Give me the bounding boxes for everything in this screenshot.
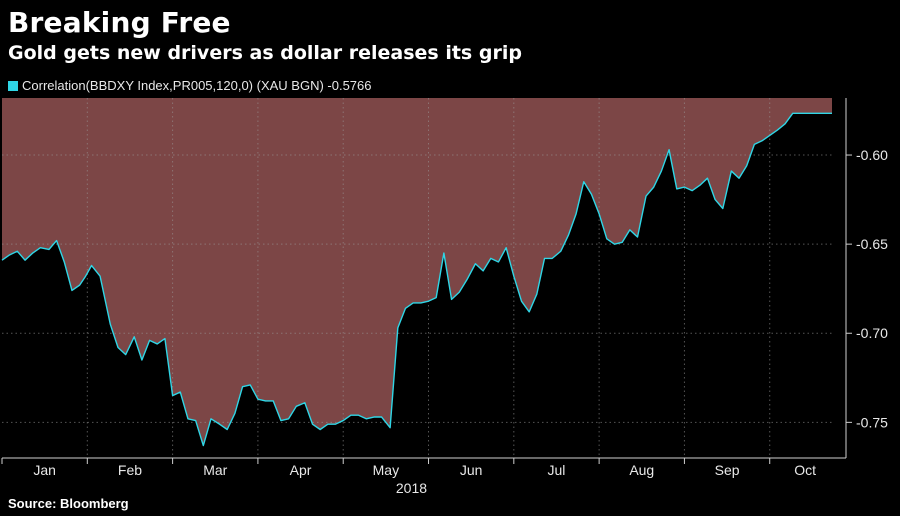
x-tick-label-6: Jul — [548, 462, 566, 478]
x-tick-label-7: Aug — [629, 462, 654, 478]
legend-swatch — [8, 80, 18, 91]
legend: Correlation(BBDXY Index,PR005,120,0) (XA… — [8, 78, 371, 93]
x-tick-label-3: Apr — [290, 462, 312, 478]
x-tick-label-1: Feb — [118, 462, 142, 478]
x-tick-label-4: May — [373, 462, 399, 478]
x-tick-label-8: Sep — [715, 462, 740, 478]
y-tick-label-0: -0.60 — [856, 147, 888, 163]
chart-title: Breaking Free — [8, 6, 231, 39]
x-axis-label: 2018 — [396, 480, 427, 496]
x-tick-label-9: Oct — [794, 462, 816, 478]
x-tick-label-0: Jan — [33, 462, 56, 478]
legend-label: Correlation(BBDXY Index,PR005,120,0) (XA… — [22, 78, 372, 93]
chart-subtitle: Gold gets new drivers as dollar releases… — [8, 42, 522, 64]
y-tick-label-2: -0.70 — [856, 325, 888, 341]
series-line — [1, 112, 832, 447]
y-tick-label-1: -0.65 — [856, 236, 888, 252]
source-note: Source: Bloomberg — [8, 496, 129, 511]
x-tick-label-2: Mar — [203, 462, 227, 478]
series-area — [2, 98, 832, 446]
x-tick-label-5: Jun — [460, 462, 483, 478]
y-tick-label-3: -0.75 — [856, 414, 888, 430]
